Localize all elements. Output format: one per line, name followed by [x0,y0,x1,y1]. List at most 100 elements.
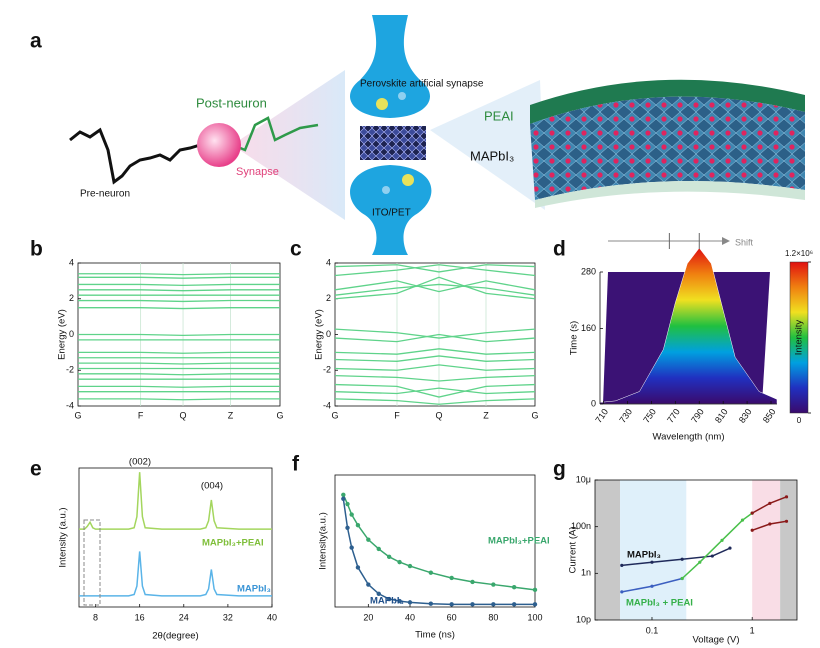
pre-neuron-label: Pre-neuron [80,189,130,200]
x-tick-label: 790 [689,407,706,425]
x-tick-label: Z [228,410,234,420]
colorbar-tick-label: 0 [797,416,802,425]
data-line [334,348,536,355]
data-line [334,328,536,339]
y-tick-label: 1n [581,568,591,578]
y-tick-label: 0 [326,329,331,339]
panel-letter: d [553,238,566,261]
x-tick-label: 830 [737,407,754,425]
data-point [768,501,772,505]
y-tick-label: 10p [576,614,591,624]
data-point [470,579,475,585]
synapse-bottom [350,165,432,255]
x-tick-label: 32 [223,612,233,622]
data-point [355,565,361,570]
mapbi3-label: MAPbI₃ [470,148,514,163]
data-point [491,602,496,607]
data-point [386,554,392,560]
peak-label: (004) [201,481,223,492]
x-axis-label: Wavelength (nm) [653,432,725,443]
data-line [334,383,536,398]
x-tick-label: 730 [617,407,634,425]
x-tick-label: G [331,410,338,420]
series-label: MAPbI₃ [370,596,404,607]
perovskite-layer [360,126,426,160]
data-point [710,554,714,558]
vesicle [402,174,414,186]
x-tick-label: 810 [713,407,730,425]
data-point [532,602,538,607]
post-neuron-label: Post-neuron [196,95,267,110]
data-point [532,587,538,593]
y-tick-label: -4 [66,400,74,410]
data-line [78,333,280,337]
data-line [334,264,536,273]
data-point [345,501,350,507]
series-label: MAPbI₃ + PEAI [626,598,693,609]
peai-layer [530,79,805,124]
shift-label: Shift [735,237,754,247]
y-tick-label: 160 [581,323,596,333]
y-tick-label: 0 [591,398,596,408]
x-tick-label: 710 [593,407,610,425]
zoom-box [83,519,101,606]
data-point [397,559,402,565]
data-line [334,364,536,371]
x-tick-label: 80 [488,612,498,622]
x-tick-label: 16 [135,612,145,622]
data-line [78,398,280,401]
data-point [491,582,496,587]
data-point [376,591,381,596]
data-point [698,560,702,564]
x-tick-label: G [276,410,283,420]
x-tick-label: 0.1 [646,625,659,635]
data-point [407,563,413,569]
x-axis-label: 2θ(degree) [152,631,198,642]
zoom-cone [232,70,345,220]
data-line [342,498,535,606]
pre-neuron-line [69,127,201,185]
x-tick-label: 40 [267,612,277,622]
panel-letter: e [30,458,42,481]
data-point [680,576,684,581]
panel-letter: b [30,238,43,261]
synapse-label: Synapse [236,166,279,178]
x-tick-label: G [74,410,81,420]
y-tick-label: 2 [326,293,331,303]
data-point [680,557,684,561]
y-tick-label: -2 [323,365,331,375]
x-tick-label: F [394,410,400,420]
substrate [535,181,805,208]
y-tick-label: 100n [571,521,591,531]
data-line [334,333,536,343]
post-neuron-line [225,116,319,152]
data-point [449,602,454,607]
data-line [78,351,280,354]
data-line [78,289,280,292]
data-line [78,283,280,286]
data-line [78,299,280,303]
data-point [386,596,392,602]
data-line [78,373,280,376]
y-tick-label: 280 [581,266,596,276]
panel-letter: f [292,453,300,476]
data-point [349,512,354,517]
data-line [78,362,280,365]
vesicle [376,98,388,110]
peai-label: PEAI [484,108,514,123]
mapbi3-slab [530,96,805,200]
data-point [470,602,475,607]
panel-letter: c [290,238,302,261]
y-tick-label: 4 [69,257,74,267]
plot-frame [78,467,273,608]
x-axis-label: Time (ns) [415,630,455,641]
plot-frame [334,474,536,608]
y-tick-label: 2 [69,293,74,303]
data-point [784,519,789,523]
data-point [341,492,346,497]
plot-frame [594,479,798,621]
x-tick-label: Q [435,410,442,420]
panel-letter: a [30,30,42,53]
y-axis-label: Current (A) [568,527,579,574]
data-point [355,522,361,528]
